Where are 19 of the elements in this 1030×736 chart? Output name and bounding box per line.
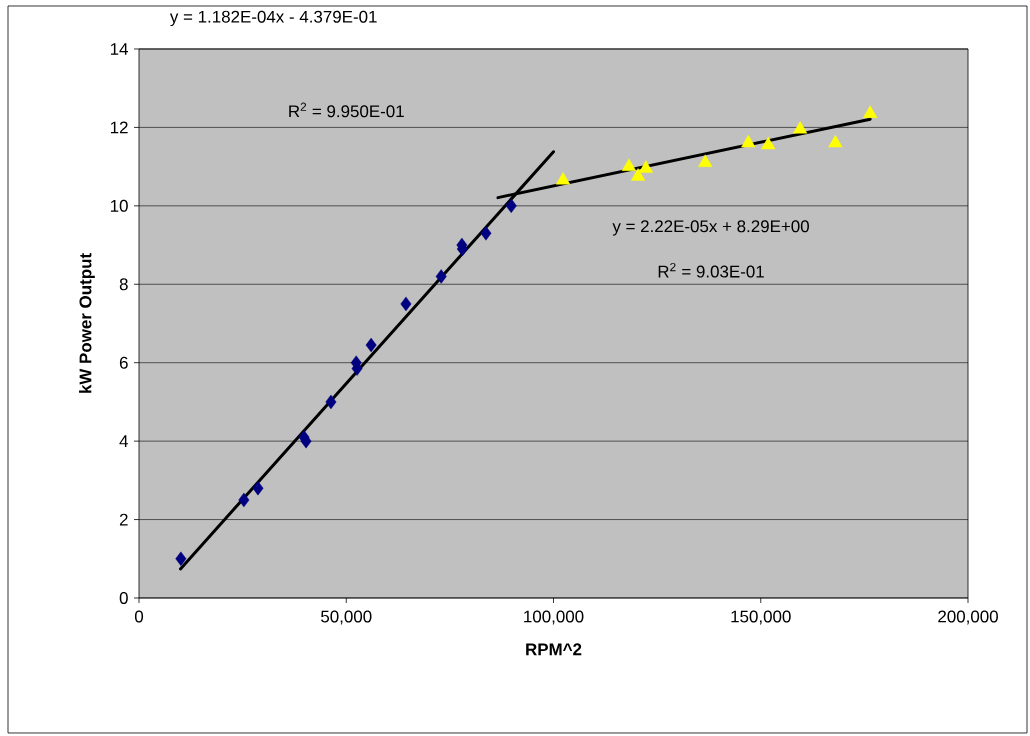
text: y = 1.182E-04x - 4.379E-01: [169, 10, 377, 27]
x-tick-label: 50,000: [321, 610, 372, 625]
y-tick-label: 2: [119, 513, 128, 526]
y-tick-label: 8: [119, 278, 128, 291]
x-tick-label: 0: [134, 610, 144, 623]
x-tick-label: 200,000: [938, 610, 998, 625]
y-tick-label: 0: [119, 591, 128, 604]
y-axis-title: kW Power Output: [79, 253, 95, 393]
y-tick-label: 12: [110, 121, 128, 134]
y-tick-label: 4: [119, 435, 128, 447]
annotation: R$^{2}$ = 9.950E-01: [289, 102, 404, 118]
y-tick-label: 10: [110, 199, 128, 212]
annotation: R$^{2}$ = 9.03E-01: [658, 262, 764, 278]
annotation: y = 2.22E-05x + 8.29E+00: [612, 220, 809, 236]
y-tick-label: 6: [119, 356, 128, 369]
y-tick-label: 14: [110, 43, 128, 55]
x-axis-title: RPM^2: [526, 643, 582, 656]
x-tick-label: 100,000: [524, 610, 584, 625]
x-tick-label: 150,000: [731, 610, 791, 625]
